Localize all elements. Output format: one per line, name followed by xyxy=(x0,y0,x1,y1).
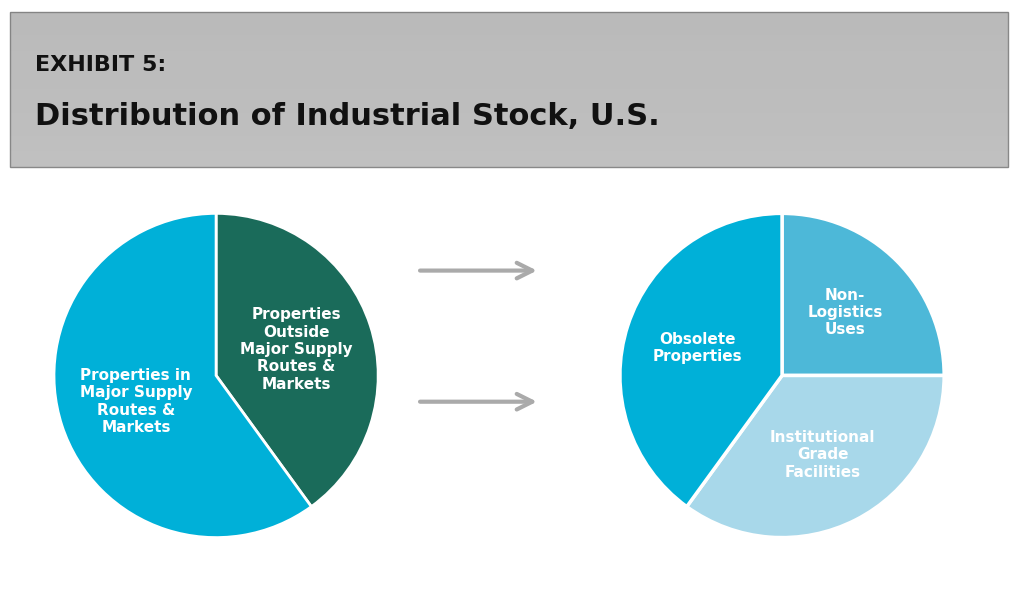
Bar xyxy=(10,82,1008,89)
Text: Properties in
Major Supply
Routes &
Markets: Properties in Major Supply Routes & Mark… xyxy=(79,368,192,435)
Bar xyxy=(10,151,1008,159)
Text: Obsolete
Properties: Obsolete Properties xyxy=(652,332,742,364)
Bar xyxy=(10,144,1008,151)
Bar xyxy=(10,97,1008,105)
Bar xyxy=(10,43,1008,51)
Bar xyxy=(10,74,1008,82)
Bar xyxy=(10,89,1008,97)
Bar xyxy=(10,66,1008,74)
Bar xyxy=(10,20,1008,27)
Wedge shape xyxy=(216,213,379,507)
Text: EXHIBIT 5:: EXHIBIT 5: xyxy=(35,55,167,75)
Bar xyxy=(10,27,1008,35)
Bar xyxy=(10,113,1008,120)
Bar xyxy=(10,12,1008,20)
Text: Properties
Outside
Major Supply
Routes &
Markets: Properties Outside Major Supply Routes &… xyxy=(240,307,353,392)
Bar xyxy=(10,105,1008,113)
FancyBboxPatch shape xyxy=(10,12,1008,167)
Bar xyxy=(10,136,1008,144)
Bar xyxy=(10,51,1008,58)
Bar xyxy=(10,58,1008,66)
Wedge shape xyxy=(782,213,945,375)
Bar xyxy=(10,128,1008,136)
Text: Non-
Logistics
Uses: Non- Logistics Uses xyxy=(808,287,883,337)
Wedge shape xyxy=(619,213,782,507)
Text: Distribution of Industrial Stock, U.S.: Distribution of Industrial Stock, U.S. xyxy=(35,102,660,131)
Bar xyxy=(10,120,1008,128)
Wedge shape xyxy=(686,375,945,538)
Bar xyxy=(10,35,1008,43)
Text: Institutional
Grade
Facilities: Institutional Grade Facilities xyxy=(770,430,876,480)
Wedge shape xyxy=(54,213,312,538)
Bar xyxy=(10,159,1008,167)
